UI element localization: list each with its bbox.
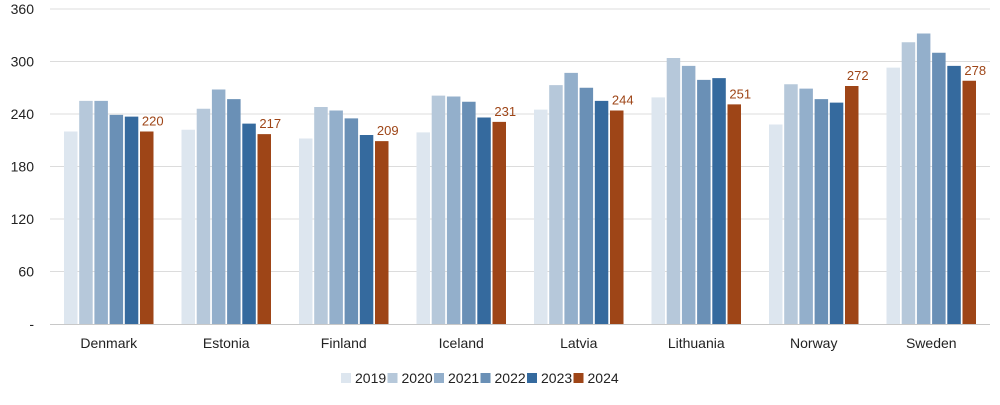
bar-estonia-2020 bbox=[196, 108, 211, 324]
data-label-lithuania: 251 bbox=[729, 86, 751, 101]
bar-finland-2020 bbox=[314, 107, 328, 324]
legend-swatch-2021 bbox=[434, 373, 444, 383]
bar-latvia-2023 bbox=[594, 100, 609, 324]
bar-norway-2023 bbox=[829, 102, 844, 324]
y-axis-ticks: 360 300 240 180 120 60 - bbox=[11, 1, 35, 332]
x-tick-label-lithuania: Lithuania bbox=[668, 335, 725, 351]
bar-finland-2022 bbox=[344, 118, 359, 324]
data-label-iceland: 231 bbox=[494, 104, 516, 119]
bar-norway-2020 bbox=[784, 84, 798, 324]
x-tick-label-norway: Norway bbox=[790, 335, 837, 351]
x-tick-label-denmark: Denmark bbox=[80, 335, 138, 351]
bar-denmark-2022 bbox=[109, 114, 124, 324]
data-labels: 220 217 209 231 244 251 272 278 bbox=[142, 63, 986, 138]
bar-latvia-2021 bbox=[564, 72, 578, 324]
x-tick-label-finland: Finland bbox=[321, 335, 367, 351]
data-label-sweden: 278 bbox=[964, 63, 986, 78]
y-tick-label: 240 bbox=[11, 106, 35, 122]
bar-denmark-2023 bbox=[124, 116, 139, 324]
legend-swatch-2019 bbox=[341, 373, 351, 383]
bar-lithuania-2024 bbox=[727, 104, 741, 324]
data-label-estonia: 217 bbox=[259, 116, 281, 131]
bar-finland-2023 bbox=[359, 135, 374, 324]
legend: 2019 2020 2021 2022 2023 2024 bbox=[341, 370, 619, 386]
x-axis-ticks: Denmark Estonia Finland Iceland Latvia Lithua… bbox=[80, 335, 956, 351]
legend-label-2019: 2019 bbox=[355, 370, 386, 386]
legend-label-2021: 2021 bbox=[448, 370, 479, 386]
bar-sweden-2022 bbox=[932, 52, 946, 324]
x-tick-label-iceland: Iceland bbox=[439, 335, 484, 351]
bar-finland-2024 bbox=[375, 141, 389, 324]
bar-denmark-2024 bbox=[140, 131, 154, 324]
legend-label-2020: 2020 bbox=[402, 370, 433, 386]
bar-sweden-2021 bbox=[916, 33, 931, 324]
bar-lithuania-2020 bbox=[666, 58, 681, 324]
bar-finland-2019 bbox=[299, 138, 313, 324]
y-tick-label: 360 bbox=[11, 1, 35, 17]
bar-latvia-2020 bbox=[549, 85, 563, 324]
bar-norway-2021 bbox=[799, 88, 813, 324]
bar-iceland-2022 bbox=[462, 101, 476, 324]
bar-sweden-2023 bbox=[947, 65, 961, 324]
data-label-norway: 272 bbox=[847, 68, 869, 83]
data-label-latvia: 244 bbox=[612, 93, 634, 108]
bar-sweden-2019 bbox=[886, 67, 900, 324]
x-tick-label-sweden: Sweden bbox=[906, 335, 957, 351]
bar-iceland-2019 bbox=[416, 132, 430, 324]
bar-lithuania-2023 bbox=[712, 78, 726, 324]
x-tick-label-latvia: Latvia bbox=[560, 335, 598, 351]
bar-iceland-2020 bbox=[431, 95, 446, 324]
y-tick-label: 120 bbox=[11, 211, 35, 227]
data-label-denmark: 220 bbox=[142, 114, 164, 129]
legend-swatch-2022 bbox=[480, 373, 491, 383]
bar-iceland-2023 bbox=[477, 117, 491, 324]
bar-norway-2019 bbox=[769, 124, 783, 324]
bar-denmark-2019 bbox=[64, 131, 78, 324]
legend-swatch-2020 bbox=[387, 373, 398, 383]
bar-latvia-2024 bbox=[610, 110, 624, 324]
bar-estonia-2021 bbox=[211, 89, 226, 324]
bar-denmark-2020 bbox=[79, 100, 93, 324]
legend-label-2022: 2022 bbox=[495, 370, 526, 386]
bar-latvia-2022 bbox=[579, 87, 594, 324]
bar-norway-2024 bbox=[845, 86, 859, 324]
bar-latvia-2019 bbox=[534, 109, 548, 324]
bar-iceland-2021 bbox=[446, 96, 461, 324]
legend-swatch-2024 bbox=[573, 373, 584, 383]
y-tick-label: 60 bbox=[18, 264, 34, 280]
y-tick-label: 180 bbox=[11, 159, 35, 175]
bar-denmark-2021 bbox=[94, 100, 108, 324]
x-tick-label-estonia: Estonia bbox=[203, 335, 250, 351]
bar-sweden-2024 bbox=[962, 80, 976, 324]
bar-estonia-2019 bbox=[181, 129, 195, 324]
bars bbox=[64, 33, 976, 324]
legend-swatch-2023 bbox=[527, 373, 537, 383]
bar-lithuania-2021 bbox=[681, 65, 696, 324]
bar-norway-2022 bbox=[814, 99, 829, 324]
y-tick-label: 300 bbox=[11, 54, 35, 70]
data-label-finland: 209 bbox=[377, 123, 399, 138]
bar-iceland-2024 bbox=[492, 121, 506, 324]
bar-lithuania-2022 bbox=[697, 79, 711, 324]
legend-label-2023: 2023 bbox=[541, 370, 572, 386]
y-tick-label: - bbox=[29, 316, 34, 332]
bar-estonia-2022 bbox=[227, 99, 241, 324]
bar-lithuania-2019 bbox=[651, 97, 665, 324]
bar-estonia-2023 bbox=[242, 123, 256, 324]
legend-label-2024: 2024 bbox=[588, 370, 619, 386]
bar-estonia-2024 bbox=[257, 134, 271, 324]
bar-finland-2021 bbox=[329, 110, 343, 324]
bar-sweden-2020 bbox=[901, 42, 916, 324]
